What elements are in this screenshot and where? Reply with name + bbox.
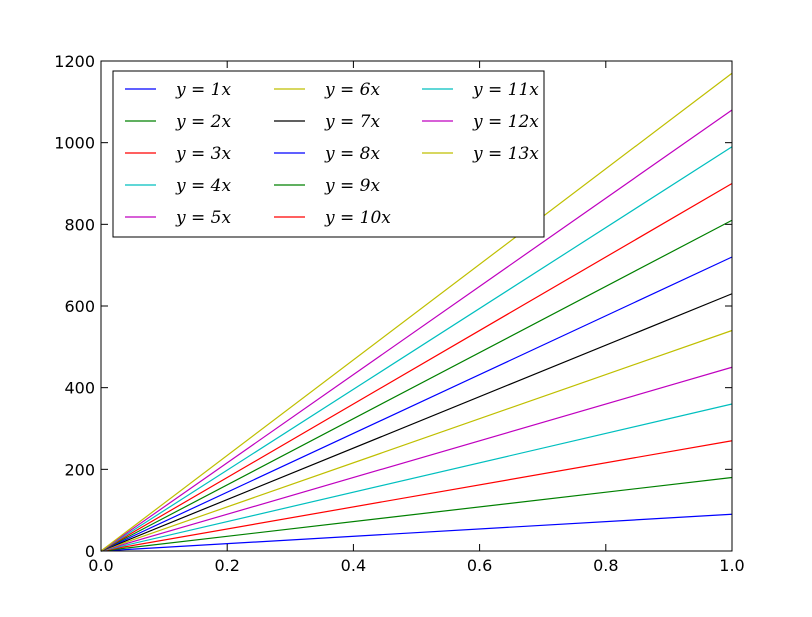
legend-label: y = 13x [472, 144, 539, 164]
y-tick-label: 0 [85, 542, 95, 561]
series-line-11 [100, 146, 733, 552]
y-tick-label: 1200 [54, 52, 95, 71]
series-line-2 [100, 476, 733, 552]
x-tick-label: 0.4 [341, 556, 366, 575]
y-tick-label: 200 [64, 460, 95, 479]
series-line-1 [100, 513, 733, 552]
legend-label: y = 10x [324, 208, 391, 228]
x-tick-label: 0.0 [88, 556, 113, 575]
legend-label: y = 11x [472, 80, 539, 100]
series-line-4 [100, 403, 733, 552]
legend-label: y = 12x [472, 112, 539, 132]
axis-ticks: 0.0 0.2 0.4 0.6 0.8 1.0 0 200 400 600 800 1000 1200 [54, 52, 744, 575]
legend-label: y = 2x [175, 112, 231, 132]
legend-label: y = 6x [324, 80, 380, 100]
series-line-12 [100, 109, 733, 552]
legend-label: y = 8x [324, 144, 380, 164]
series-line-5 [100, 366, 733, 552]
series-line-6 [100, 329, 733, 552]
y-tick-label: 1000 [54, 134, 95, 153]
legend-label: y = 5x [175, 208, 231, 228]
series-line-13 [100, 72, 733, 552]
y-tick-label: 400 [64, 379, 95, 398]
series-line-3 [100, 440, 733, 552]
legend-label: y = 4x [175, 176, 231, 196]
y-tick-label: 800 [64, 215, 95, 234]
x-tick-label: 0.8 [593, 556, 618, 575]
series-line-10 [100, 182, 733, 552]
x-tick-label: 0.2 [214, 556, 239, 575]
legend-box [112, 70, 545, 238]
legend-label: y = 3x [175, 144, 231, 164]
series-lines [100, 72, 733, 552]
legend-label: y = 9x [324, 176, 380, 196]
legend-label: y = 1x [175, 80, 231, 100]
series-line-9 [100, 219, 733, 552]
x-tick-label: 0.6 [467, 556, 492, 575]
x-tick-label: 1.0 [719, 556, 744, 575]
series-line-8 [100, 256, 733, 552]
y-tick-label: 600 [64, 297, 95, 316]
series-line-7 [100, 293, 733, 552]
legend: y = 1x y = 2x y = 3x y = 4x y = 5x y = 6x y = … [112, 70, 545, 238]
legend-label: y = 7x [324, 112, 380, 132]
